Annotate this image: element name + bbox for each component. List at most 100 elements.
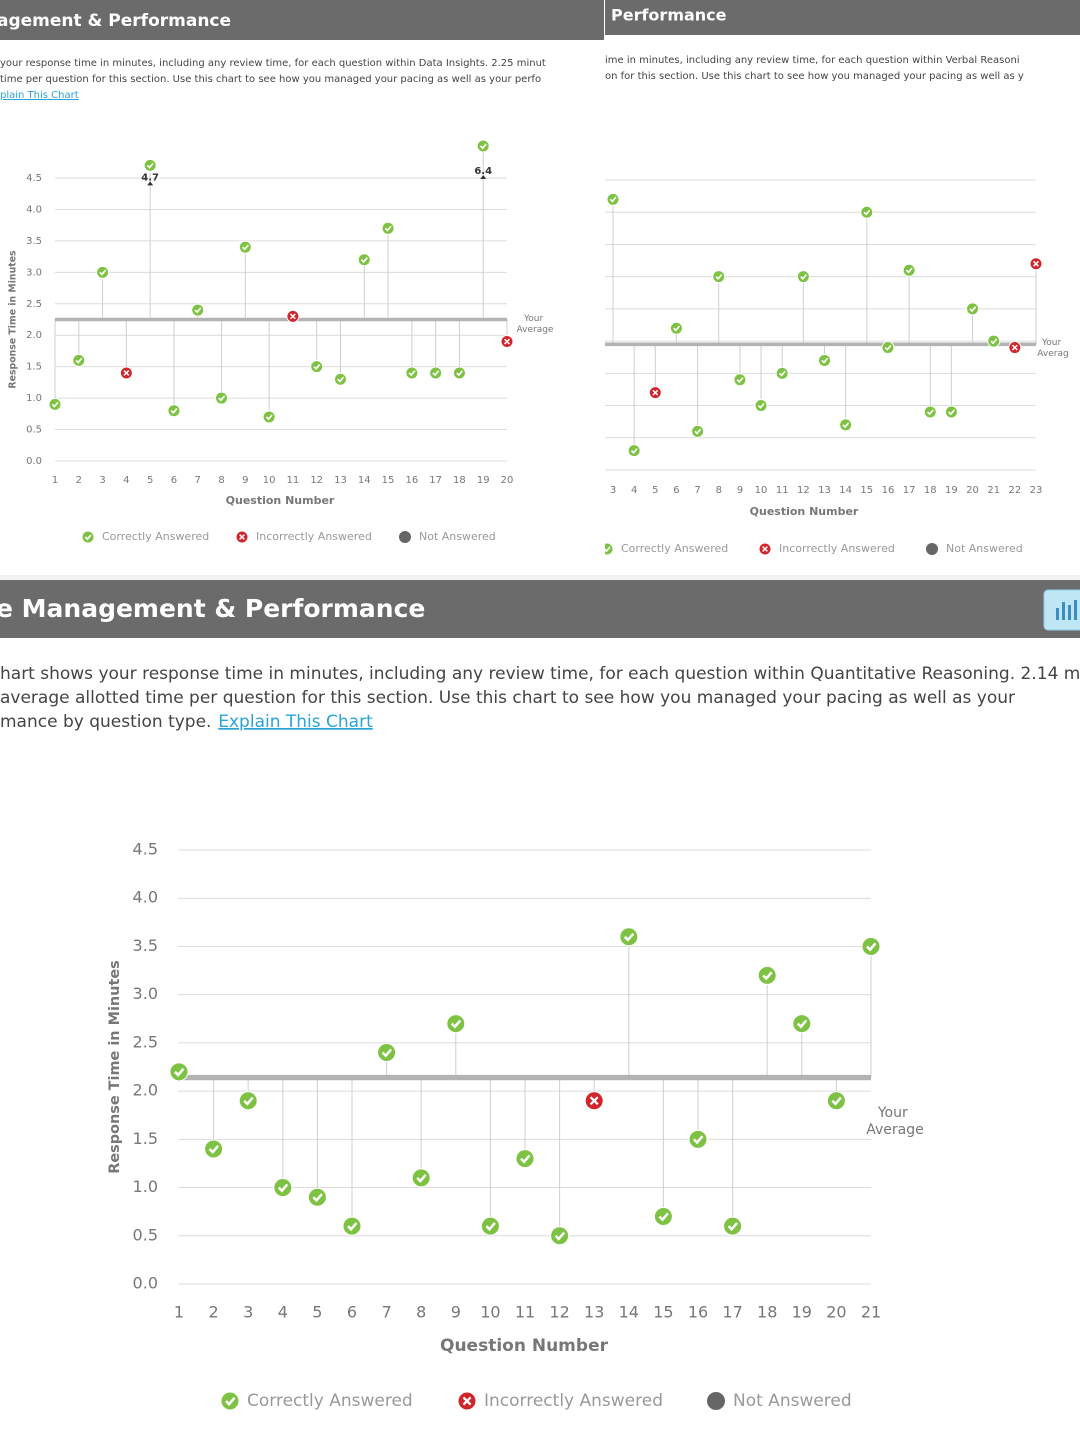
check-icon [926, 409, 934, 416]
x-tick-label: 3 [243, 1303, 253, 1322]
point [215, 391, 229, 405]
point [169, 1062, 189, 1082]
point [238, 1091, 258, 1111]
x-tick-label: 22 [1008, 485, 1021, 496]
divider [0, 575, 1080, 580]
check-icon [623, 932, 635, 942]
x-tick-label: 9 [737, 485, 743, 496]
point [377, 1043, 397, 1063]
point [826, 1091, 846, 1111]
chart-button[interactable] [1043, 589, 1080, 631]
point-marker [500, 335, 514, 349]
point [792, 1014, 812, 1034]
point-marker [619, 927, 639, 947]
value-label: 4.7 [141, 172, 159, 183]
x-tick-label: 17 [429, 475, 442, 486]
point-marker [648, 386, 662, 400]
point-marker [861, 936, 881, 956]
point [191, 303, 205, 317]
check-icon [432, 370, 440, 377]
legend-marker [220, 1391, 240, 1411]
check-icon [408, 370, 416, 377]
point [357, 253, 371, 267]
point-marker [286, 309, 300, 323]
point [452, 366, 466, 380]
x-tick-label: 4 [278, 1303, 288, 1322]
check-icon [693, 1135, 704, 1145]
x-tick-label: 10 [263, 475, 276, 486]
point [167, 404, 181, 418]
description-line: ime in minutes, including any review tim… [605, 55, 1020, 66]
point [72, 353, 86, 367]
x-tick-label: 18 [924, 485, 937, 496]
x-axis-label: Question Number [226, 494, 335, 507]
cross-icon [239, 534, 245, 540]
average-label-part: Average [866, 1122, 924, 1138]
check-icon [479, 143, 487, 150]
x-tick-label: 3 [610, 485, 616, 496]
y-tick-label: 3.0 [133, 984, 158, 1003]
x-tick-label: 20 [501, 475, 514, 486]
point [818, 353, 831, 367]
check-icon [99, 269, 107, 276]
legend-marker [81, 530, 95, 544]
x-tick-label: 17 [722, 1303, 742, 1322]
y-tick-label: 3.0 [26, 267, 42, 278]
point-marker [966, 302, 980, 316]
explain-link[interactable]: Explain This Chart [218, 712, 373, 732]
cross-icon [652, 389, 659, 396]
legend-marker [457, 1391, 477, 1411]
check-icon [450, 1019, 462, 1029]
average-label-part: Your [877, 1105, 912, 1121]
y-tick-label: 1.5 [26, 362, 42, 373]
point-marker [1029, 257, 1043, 271]
check-icon [384, 225, 392, 232]
point [96, 265, 110, 279]
x-tick-label: 15 [653, 1303, 673, 1322]
chart-panel: agement & Performance your response time … [0, 0, 604, 544]
y-tick-label: 4.5 [133, 840, 158, 859]
point-marker [653, 1206, 673, 1226]
chart-panel: e Management & Performance hart shows you… [0, 580, 1080, 1411]
point-marker [792, 1014, 812, 1034]
point-marker [902, 263, 916, 277]
x-tick-label: 5 [652, 485, 658, 496]
panel-title: e Management & Performance [0, 594, 425, 623]
value-label: 6.4 [474, 166, 492, 177]
x-tick-label: 7 [694, 485, 700, 496]
check-icon [609, 196, 617, 203]
legend-label: Not Answered [946, 542, 1023, 555]
point-marker [310, 360, 324, 374]
point-marker [429, 366, 443, 380]
point [688, 1129, 708, 1149]
check-icon [863, 209, 871, 216]
explain-link[interactable]: plain This Chart [0, 90, 79, 101]
x-tick-label: 11 [776, 485, 789, 496]
x-tick-label: 14 [619, 1303, 639, 1322]
point-marker [796, 270, 810, 284]
check-icon [174, 1067, 185, 1077]
check-icon [194, 307, 202, 314]
x-tick-label: 12 [310, 475, 323, 486]
description-line: time per question for this section. Use … [0, 74, 541, 85]
x-tick-label: 12 [549, 1303, 569, 1322]
point-marker [405, 366, 419, 380]
point-marker [757, 965, 777, 985]
legend-marker [758, 542, 772, 556]
chart-panel: Performance ime in minutes, including any… [605, 0, 1080, 556]
y-tick-label: 0.5 [26, 425, 42, 436]
check-icon [243, 1096, 254, 1106]
point [446, 1014, 466, 1034]
legend-marker [399, 531, 411, 543]
point [839, 418, 853, 432]
panel-title: Performance [611, 6, 727, 25]
point [273, 1178, 293, 1198]
point [653, 1206, 673, 1226]
cross-icon [589, 1096, 599, 1106]
x-tick-label: 10 [480, 1303, 500, 1322]
x-tick-label: 19 [792, 1303, 812, 1322]
point [861, 936, 881, 956]
legend-marker [707, 1392, 725, 1410]
y-tick-label: 3.5 [26, 236, 42, 247]
